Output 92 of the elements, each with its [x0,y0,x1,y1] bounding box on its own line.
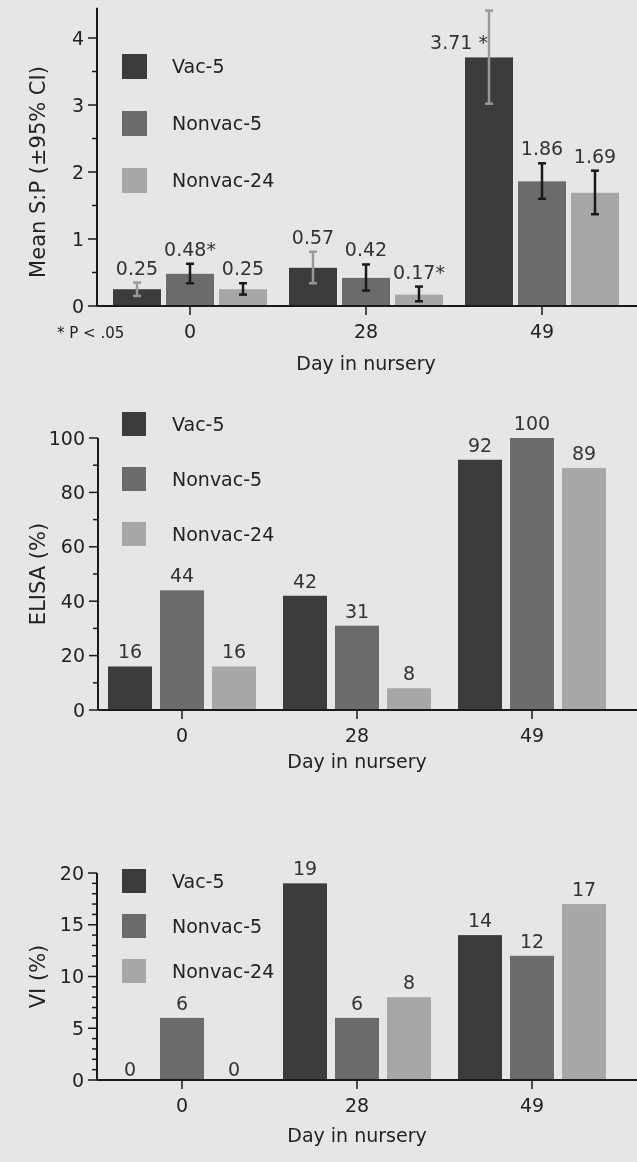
x-tick-label: 0 [175,1094,189,1116]
bar [518,181,566,306]
data-label: 44 [169,564,195,587]
text: * P < .05 [57,324,125,342]
bar [335,1017,379,1080]
y-axis-title: ELISA (%) [26,522,50,626]
data-label: 0.48* [164,237,216,260]
x-tick-label: 28 [353,320,379,342]
data-label: 8 [402,971,416,994]
legend-label: Nonvac-24 [172,169,275,192]
legend-label: Vac-5 [172,55,225,78]
y-tick-label: 80 [60,481,85,504]
legend-label: Nonvac-24 [172,959,275,982]
bar [465,57,513,306]
x-tick-label: 28 [344,724,370,746]
y-tick-label: 5 [71,1016,84,1039]
data-label: 31 [344,599,370,622]
y-tick-label: 0 [72,698,85,721]
data-label: 0.25 [115,256,159,279]
x-tick-label: 0 [183,320,197,342]
bar [571,192,619,306]
data-label: 16 [117,640,143,663]
bar [108,666,152,710]
bar [166,273,214,306]
y-tick-label: 4 [71,26,84,49]
data-label: 89 [571,441,597,464]
bar [283,883,327,1080]
bar [387,688,431,710]
data-label: 8 [402,662,416,685]
y-tick-label: 20 [60,644,85,667]
legend-label: Vac-5 [172,412,225,435]
x-tick-label: 28 [344,1094,370,1116]
y-tick-label: 100 [48,426,85,449]
data-label: 3.71 * [430,31,488,54]
bar [458,935,502,1080]
legend-label: Vac-5 [172,869,225,892]
data-label: 14 [467,909,493,932]
data-label: 0.25 [221,257,265,280]
bar [160,1017,204,1080]
bar [219,289,267,306]
bar [562,904,606,1080]
legend-label: Nonvac-5 [172,914,263,937]
y-tick-label: 15 [59,913,84,936]
y-tick-label: 40 [60,589,85,612]
bar [283,595,327,710]
y-tick-label: 10 [59,965,84,988]
y-tick-label: 0 [71,294,84,317]
x-axis-title: Day in nursery [287,1124,427,1146]
bar [113,289,161,306]
bar [387,997,431,1080]
data-label: 0 [123,1058,137,1080]
y-axis-title: Mean S:P (±95% CI) [26,66,50,278]
x-tick-label: 0 [175,724,189,746]
bar [212,666,256,710]
data-label: 17 [571,878,597,901]
bar [160,590,204,710]
data-label: 0.57 [291,225,335,248]
x-axis-title: Day in nursery [296,352,436,374]
x-axis-title: Day in nursery [287,750,427,772]
data-label: 92 [467,433,493,456]
y-axis-title: VI (%) [26,944,50,1009]
legend-label: Nonvac-5 [172,112,263,135]
data-label: 6 [350,991,364,1014]
y-tick-label: 20 [59,861,84,884]
data-label: 16 [221,640,247,663]
y-tick-label: 3 [71,93,84,116]
bar [335,625,379,710]
data-label: 100 [513,412,551,434]
legend-label: Nonvac-5 [172,467,263,490]
data-label: 1.69 [573,144,617,167]
legend-label: Nonvac-24 [172,522,275,545]
x-tick-label: 49 [519,1094,545,1116]
bar [510,955,554,1080]
data-label: 0 [227,1058,241,1080]
x-tick-label: 49 [529,320,555,342]
bar [458,459,502,710]
x-tick-label: 49 [519,724,545,746]
y-tick-label: 2 [71,160,84,183]
bar [510,438,554,710]
y-tick-label: 1 [71,227,84,250]
data-label: 1.86 [520,137,564,160]
bar [342,277,390,306]
data-label: 42 [292,569,318,592]
data-label: 0.42 [344,238,388,261]
y-tick-label: 0 [71,1068,84,1091]
data-label: 12 [519,929,545,952]
data-label: 6 [175,991,189,1014]
bar [562,467,606,710]
data-label: 19 [292,857,318,880]
data-label: 0.17* [393,260,445,283]
bar [289,267,337,306]
y-tick-label: 60 [60,535,85,558]
